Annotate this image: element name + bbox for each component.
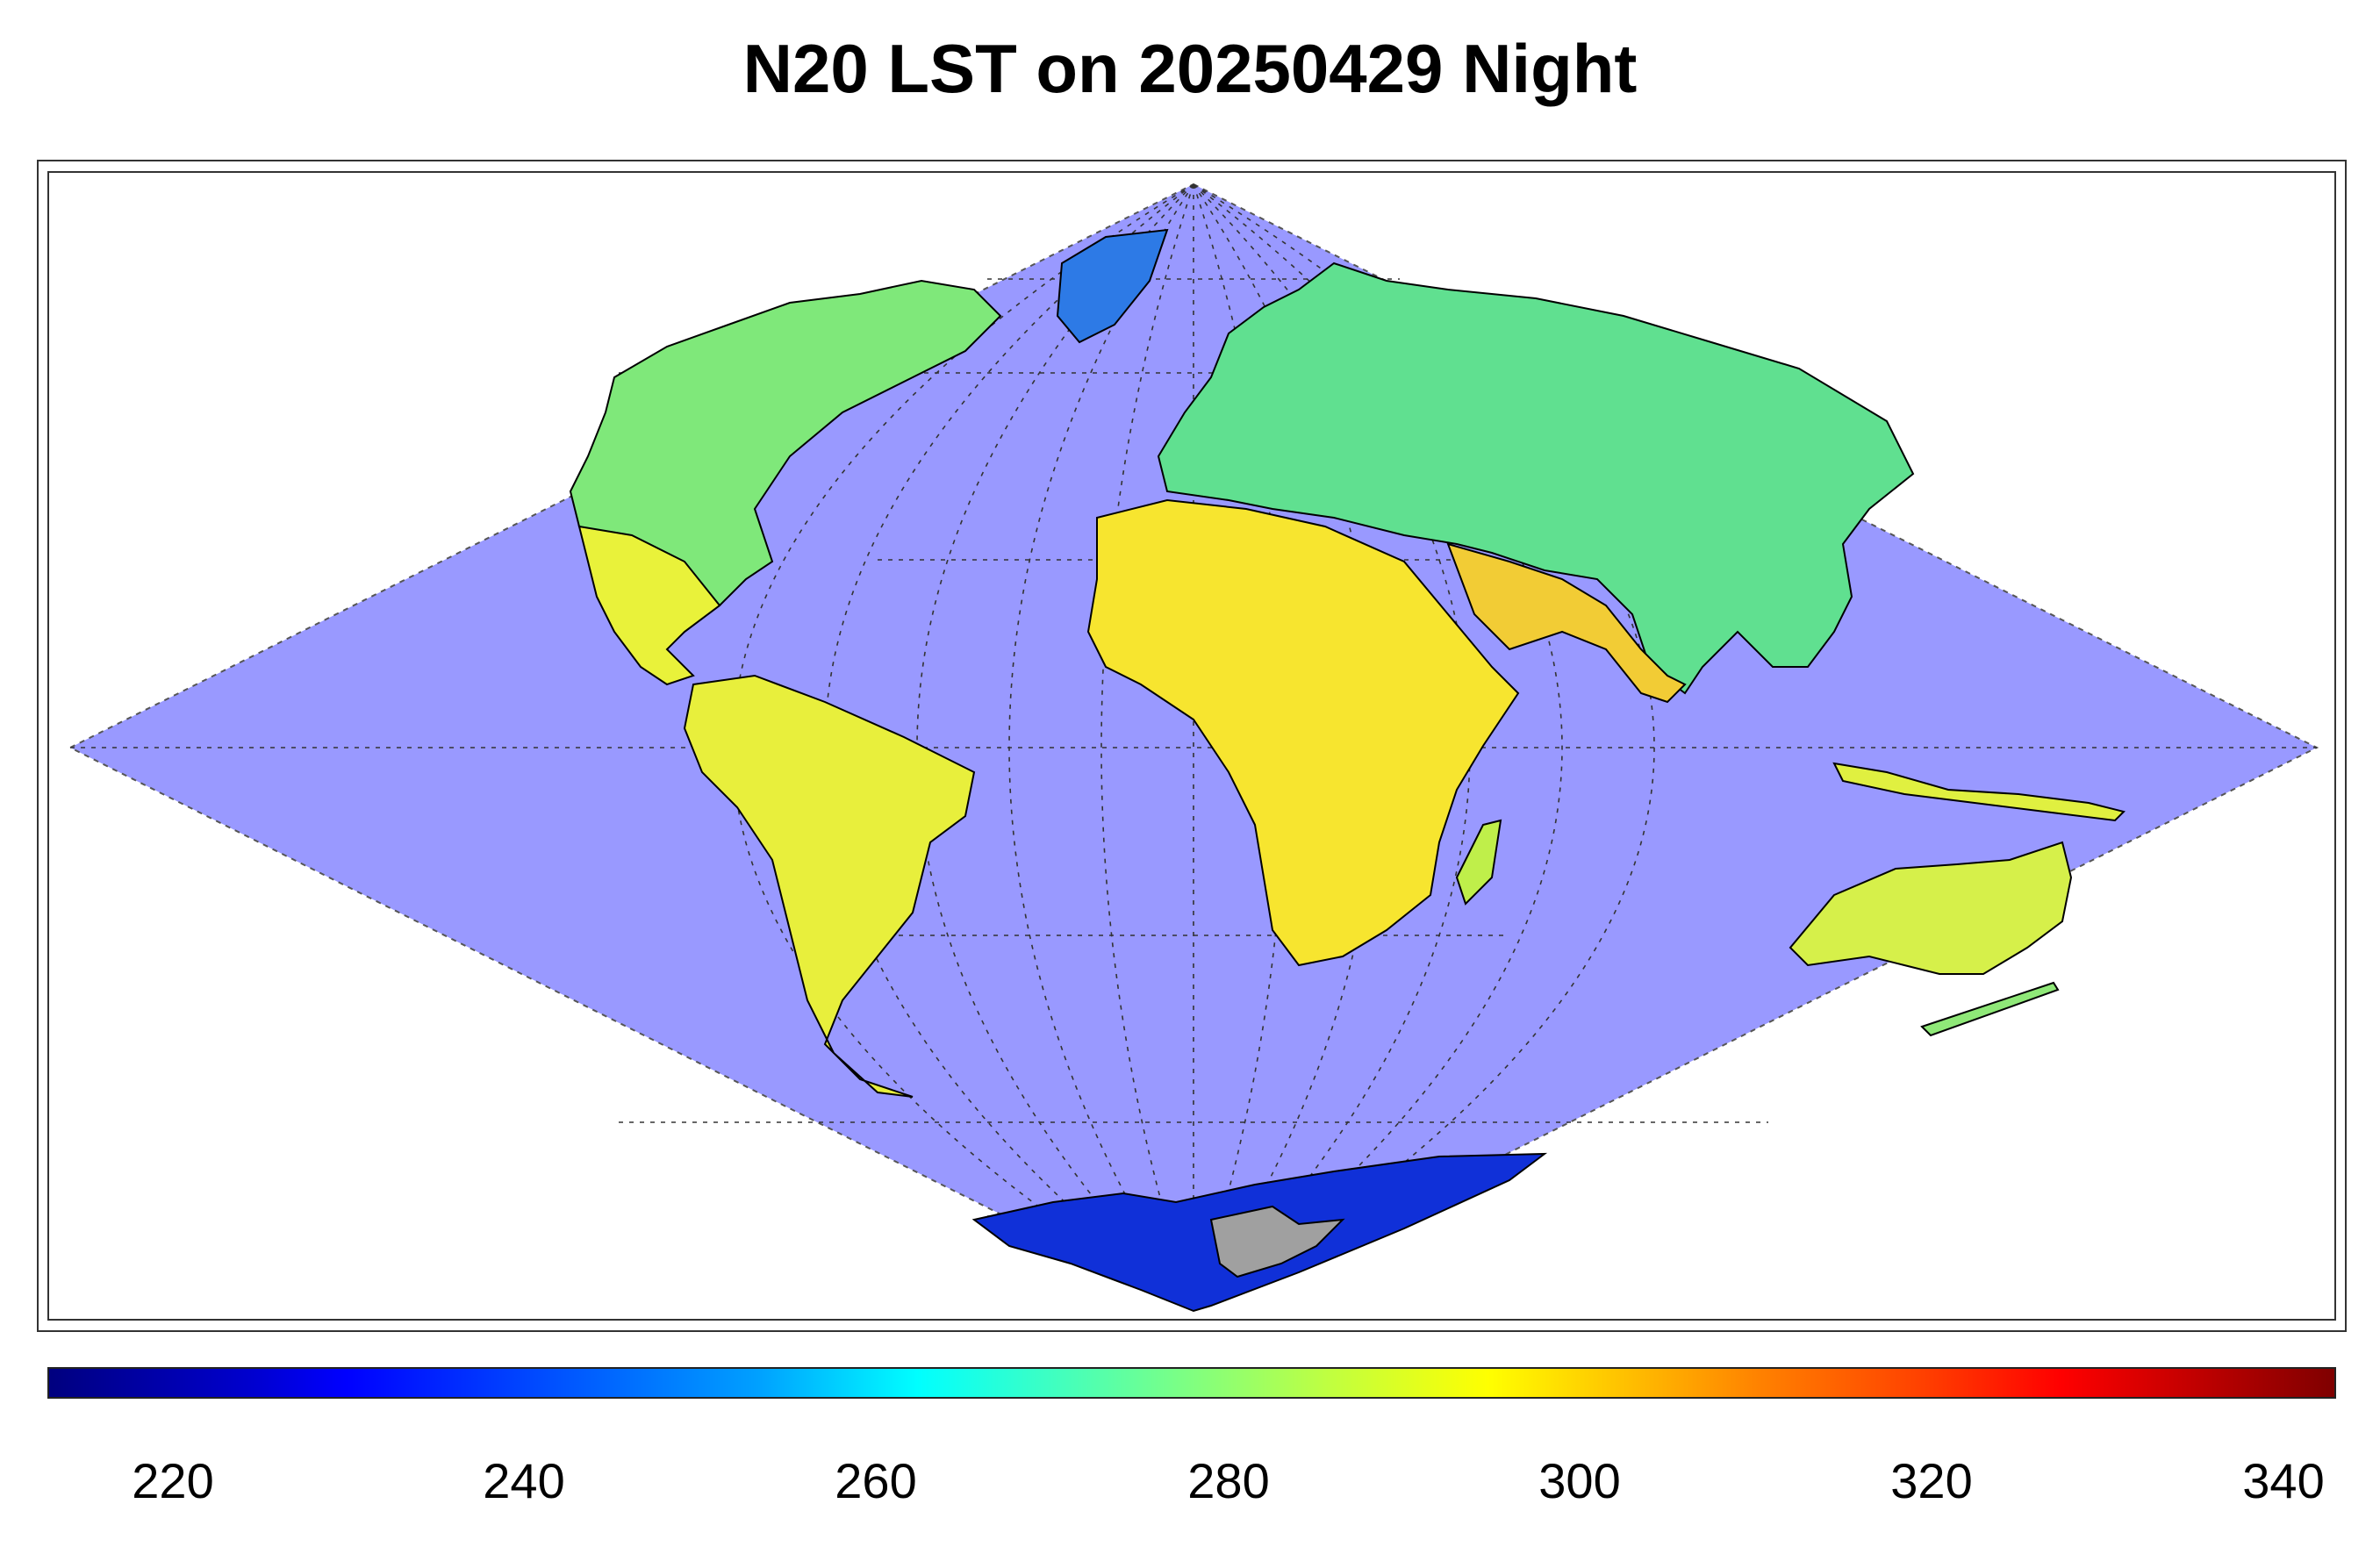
landmasses — [569, 228, 2126, 1313]
colorbar-tick-label: 220 — [132, 1453, 214, 1508]
new-zealand — [1920, 981, 2060, 1037]
south-america — [683, 674, 976, 1098]
colorbar-tick-label: 260 — [835, 1453, 917, 1508]
map-frame-inner — [47, 171, 2336, 1321]
colorbar-tick-label: 320 — [1890, 1453, 1973, 1508]
south-asia — [1446, 542, 1687, 704]
colorbar-tick-label: 280 — [1187, 1453, 1270, 1508]
map-frame-outer — [37, 160, 2347, 1332]
africa — [1086, 498, 1520, 967]
colorbar-tick-label: 340 — [2242, 1453, 2325, 1508]
antarctica-interior-no-data — [1209, 1205, 1345, 1278]
eurasia — [1157, 261, 1915, 695]
southeast-asia — [1832, 762, 2126, 822]
north-america-south — [577, 525, 721, 686]
colorbar-tick-label: 300 — [1538, 1453, 1621, 1508]
greenland — [1056, 228, 1169, 344]
map-title: N20 LST on 20250429 Night — [742, 30, 1638, 107]
australia — [1789, 841, 2073, 975]
colorbar-tick-label: 240 — [483, 1453, 565, 1508]
colorbar — [47, 1367, 2336, 1399]
madagascar — [1455, 819, 1502, 906]
